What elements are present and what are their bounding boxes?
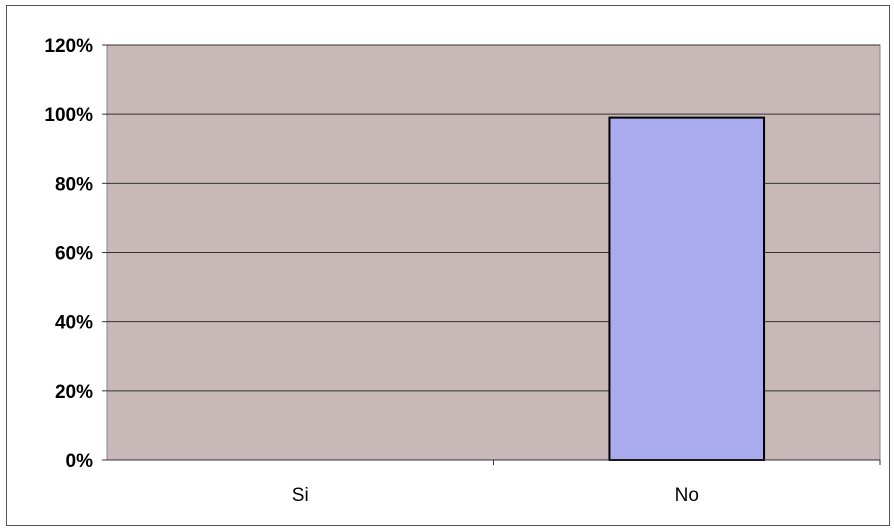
x-axis-categories: Si No [292, 460, 881, 506]
y-tick-label: 0% [66, 451, 94, 472]
y-tick-label: 60% [55, 244, 93, 265]
y-tick-label: 40% [55, 313, 93, 334]
bar-no [608, 116, 766, 461]
y-axis-ticks: 0% 20% 40% 60% 80% 100% 120% [44, 36, 107, 472]
y-tick-label: 120% [44, 36, 93, 57]
y-tick-label: 100% [44, 105, 93, 126]
bars [608, 116, 766, 461]
y-tick-label: 80% [55, 174, 93, 195]
y-tick-label: 20% [55, 382, 93, 403]
x-category-label: Si [292, 485, 309, 506]
x-category-label: No [675, 485, 699, 506]
